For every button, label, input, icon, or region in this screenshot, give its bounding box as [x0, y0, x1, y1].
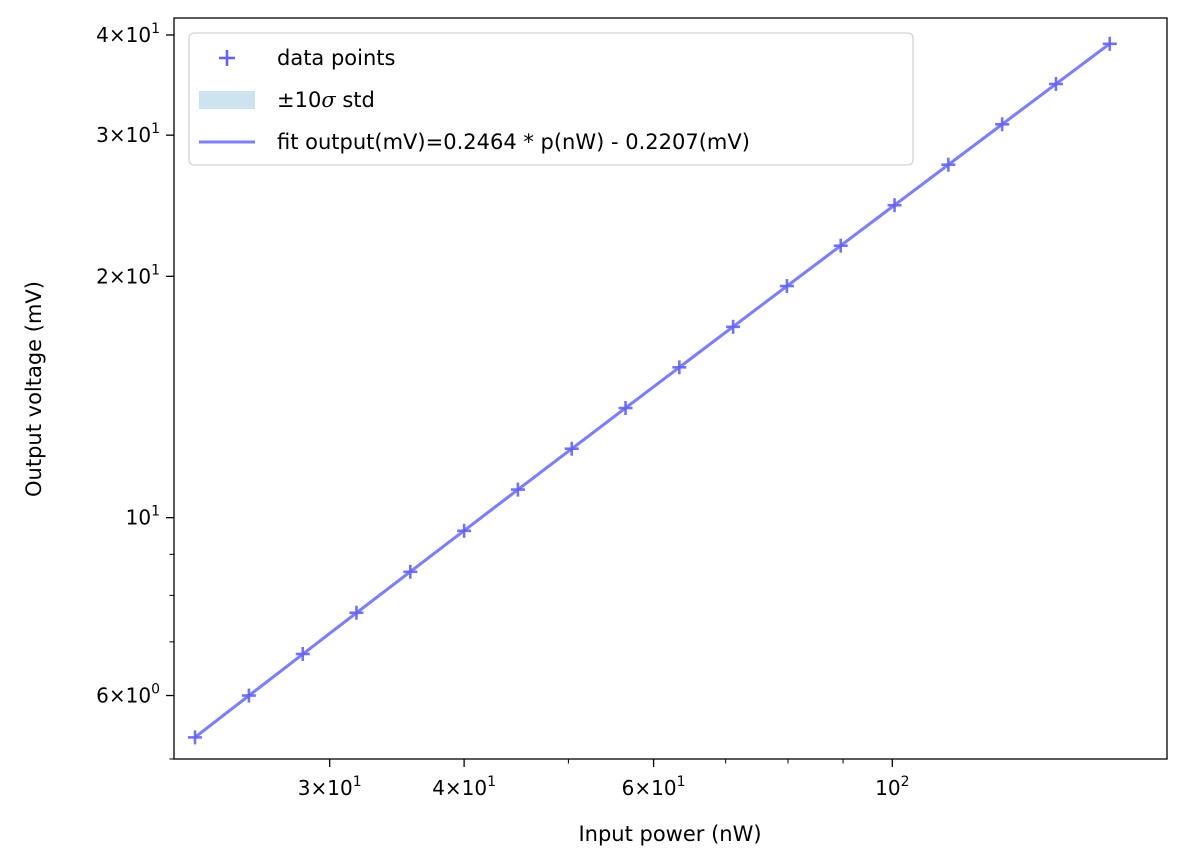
x-axis-ticks: 3×101 4×101 6×101 102 [298, 759, 910, 800]
legend-std-suffix: std [336, 88, 375, 112]
legend-band-swatch [199, 91, 255, 109]
legend-entry-fit: fit output(mV)=0.2464 * p(nW) - 0.2207(m… [277, 130, 750, 154]
legend-std-prefix: ±10 [277, 88, 321, 112]
x-tick-label: 6×101 [622, 774, 686, 800]
legend-entry-data-points: data points [277, 46, 395, 70]
data-point [564, 441, 579, 456]
fit-line-layer [194, 42, 1111, 739]
legend-frame [188, 32, 914, 166]
data-point [295, 646, 310, 661]
y-tick-label: 4×101 [96, 21, 160, 47]
data-point [457, 523, 472, 538]
y-tick-label: 2×101 [96, 262, 160, 288]
data-point [241, 688, 256, 703]
data-point [887, 198, 902, 213]
y-axis-title: Output voltage (mV) [22, 281, 46, 497]
legend-marker-swatch [219, 50, 235, 66]
legend-entry-std-band: ±10σ std [277, 88, 375, 112]
y-axis-ticks: 6×100 101 2×101 3×101 4×101 [96, 21, 174, 760]
fit-line [194, 42, 1111, 739]
data-point [510, 482, 525, 497]
data-point [403, 564, 418, 579]
x-tick-label: 102 [875, 774, 909, 800]
plot-frame [173, 17, 1168, 760]
data-point [941, 157, 956, 172]
data-point [672, 360, 687, 375]
x-tick-label: 3×101 [298, 774, 362, 800]
y-tick-label: 3×101 [96, 121, 160, 147]
y-tick-label: 101 [126, 504, 160, 530]
data-point [779, 279, 794, 294]
data-point [188, 730, 203, 745]
x-axis-title: Input power (nW) [578, 822, 761, 846]
data-point [833, 238, 848, 253]
data-point [995, 117, 1010, 132]
y-tick-label: 6×100 [96, 682, 160, 708]
data-points-layer [188, 36, 1117, 745]
data-point [1048, 76, 1063, 91]
data-point [1102, 36, 1117, 51]
legend-std-sigma: σ [321, 88, 336, 112]
data-point [726, 319, 741, 334]
legend: data points ±10σ std fit output(mV)=0.24… [188, 32, 914, 166]
x-tick-label: 4×101 [432, 774, 496, 800]
data-point [349, 605, 364, 620]
data-point [618, 401, 633, 416]
